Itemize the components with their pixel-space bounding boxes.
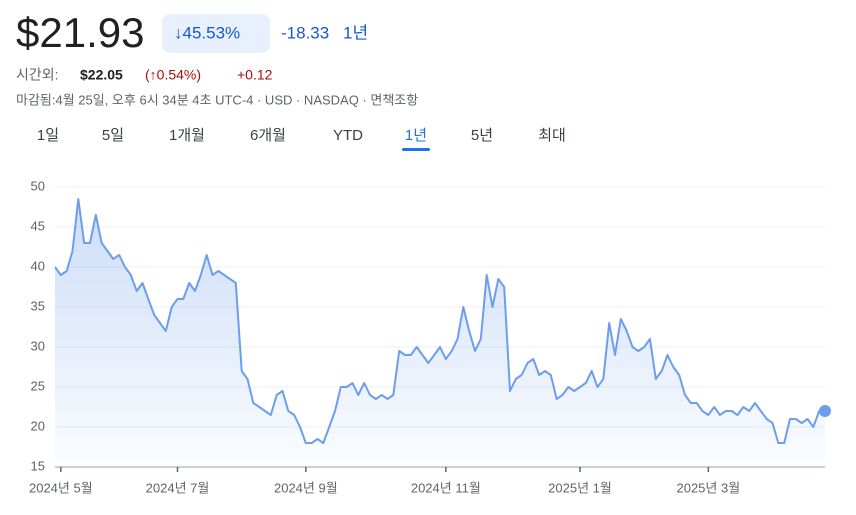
tab[interactable]: 1년 (405, 127, 427, 144)
tabs: 1일 5일 1개월 6개월 YTD 1년 5년 최대 (37, 127, 566, 151)
tab-underline (402, 148, 430, 151)
y-tick-label: 35 (31, 298, 45, 313)
y-tick-label: 40 (31, 258, 45, 273)
tab[interactable]: 최대 (538, 127, 566, 144)
x-tick-label: 2025년 3월 (676, 480, 740, 495)
x-tick-label: 2024년 11월 (411, 480, 481, 495)
y-tick-label: 30 (31, 338, 45, 353)
y-tick-label: 45 (31, 218, 45, 233)
x-tick-label: 2024년 9월 (274, 480, 338, 495)
chart: 15 20 25 30 35 40 45 50 2024년 5월 2024년 7월 2024년 9월… (29, 178, 831, 495)
change-badge (162, 14, 270, 53)
tab[interactable]: 6개월 (250, 127, 286, 144)
after-hours-change: +0.12 (237, 67, 273, 83)
after-hours-price: $22.05 (80, 67, 123, 83)
y-tick-label: 15 (31, 458, 45, 473)
period: 1년 (343, 23, 368, 42)
after-hours-percent: (↑0.54%) (145, 67, 201, 83)
area (55, 199, 825, 467)
tab[interactable]: 1개월 (169, 127, 205, 144)
meta: 마감됨:4월 25일, 오후 6시 34분 4초 UTC-4 · USD · N… (16, 92, 418, 107)
y-tick-label: 25 (31, 378, 45, 393)
price: $21.93 (16, 9, 144, 56)
tab[interactable]: 5일 (102, 127, 124, 144)
change: -18.33 (281, 23, 329, 42)
price-line (54, 198, 825, 444)
tab[interactable]: 5년 (471, 127, 493, 144)
x-tick-label: 2025년 1월 (548, 480, 612, 495)
last-point (819, 405, 831, 417)
x-tick-label: 2024년 5월 (29, 480, 93, 495)
x-tick-label: 2024년 7월 (146, 480, 210, 495)
tab[interactable]: 1일 (37, 127, 59, 144)
tab[interactable]: YTD (333, 127, 363, 144)
after-hours-label: 시간외: (16, 67, 59, 83)
y-tick-label: 20 (31, 418, 45, 433)
y-tick-label: 50 (31, 178, 45, 193)
change-percent: ↓45.53% (174, 23, 240, 42)
